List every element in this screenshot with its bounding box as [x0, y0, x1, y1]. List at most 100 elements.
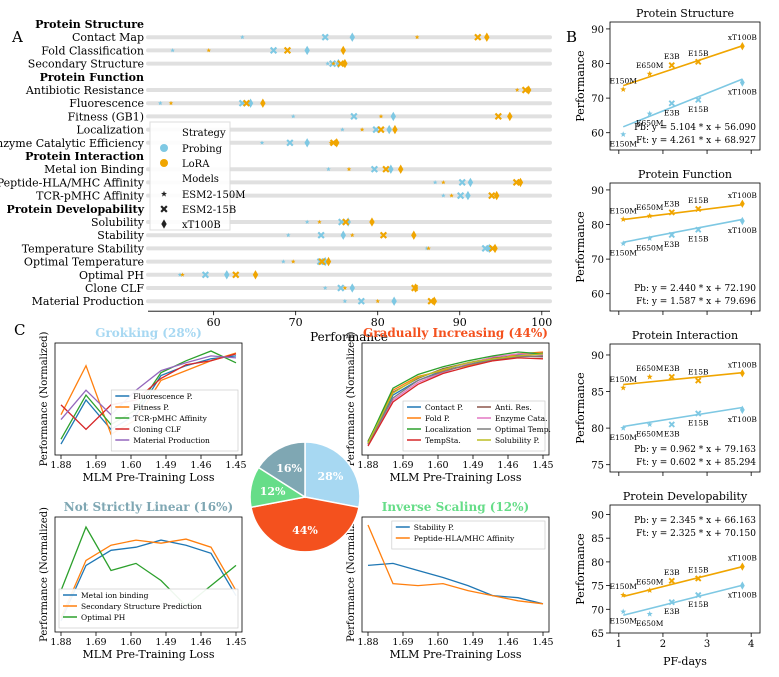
c-xtick-label: 1.45 [532, 460, 553, 471]
b-xtick-label: 4 [748, 639, 754, 650]
a-probing-diamond [388, 164, 394, 174]
b-frame [609, 343, 761, 473]
b-ft-model-label: E3B [664, 364, 680, 373]
b-pb-model-label: E150M [609, 433, 637, 442]
b-ft-model-label: E650M [636, 203, 664, 212]
b-pb-model-label: xT100B [728, 415, 758, 424]
a-lora-diamond [392, 124, 398, 135]
a-lora-star [426, 246, 431, 251]
b-ytick-label: 80 [591, 60, 604, 71]
a-task-label: Fluorescence [69, 97, 144, 110]
c-legend-label: Material Production [133, 436, 210, 445]
a-legend-lora: LoRA [182, 159, 210, 170]
b-ft-point-x [695, 377, 702, 384]
a-lora-diamond [260, 98, 266, 108]
a-lora-x [342, 218, 350, 226]
b-pb-model-label: E150M [609, 617, 637, 626]
b-pb-point-star [620, 131, 627, 137]
c-series-line [367, 524, 544, 605]
b-ft-model-label: E650M [636, 577, 664, 586]
b-ytick-label: 90 [591, 510, 604, 521]
b-pb-fit-line [622, 78, 743, 128]
a-lora-star [350, 232, 355, 238]
b-eq-pb: Pb: y = 2.440 * x + 72.190 [634, 284, 756, 294]
b-ft-model-label: E150M [609, 582, 637, 591]
b-pb-point-diamond [739, 405, 745, 414]
a-probing-x [321, 33, 329, 41]
c-series-line [367, 351, 544, 443]
a-probing-x [481, 244, 489, 252]
a-probing-diamond [349, 283, 355, 293]
c-series-line [60, 353, 237, 431]
c-xtick-label: 1.88 [357, 637, 378, 648]
a-lora-diamond [333, 138, 340, 148]
c-xtick-label: 1.69 [85, 637, 106, 648]
b-ft-point-star [646, 70, 653, 77]
c-ylabel: Performance (Normalized) [346, 507, 357, 642]
c-legend-label: TCR-pMHC Affinity [133, 414, 207, 423]
b-ytick-label: 85 [591, 388, 604, 399]
a-lora-diamond [484, 32, 490, 42]
a-legend-m2-label: ESM2-15B [182, 205, 236, 216]
b-pb-model-label: xT100B [728, 591, 758, 600]
c-pie-label: 16% [276, 462, 302, 475]
c-xtick-label: 1.88 [50, 460, 71, 471]
a-probing-star [325, 61, 330, 66]
a-task-label: Solubility [91, 216, 145, 229]
c-frame [361, 342, 550, 456]
a-lora-star [317, 219, 322, 224]
a-lora-diamond [492, 243, 498, 254]
panel-c: Grokking (28%) 1.88 1.69 1.60 1.49 1.46 1.45 ML… [39, 326, 554, 661]
a-task-label: Localization [76, 124, 144, 137]
a-legend-lora-dot [160, 159, 168, 167]
a-legend-probing-dot [160, 144, 168, 152]
a-legend-box [149, 121, 231, 231]
a-lora-x [377, 126, 385, 134]
b-pb-model-label: E650M [636, 429, 664, 438]
a-lora-star [359, 127, 365, 132]
b-pb-model-label: E3B [664, 108, 680, 117]
c-legend-label: Fitness P. [133, 403, 169, 412]
b-title: Protein Structure [636, 7, 734, 20]
a-group-header: Protein Function [40, 71, 144, 84]
a-lora-x [382, 165, 390, 173]
a-probing-x [316, 258, 324, 266]
c-pie-label: 28% [318, 470, 344, 483]
a-lora-diamond [252, 270, 259, 280]
b-pb-model-label: xT100B [728, 88, 758, 97]
a-lora-x [283, 46, 292, 54]
b-ytick-label: 80 [591, 424, 604, 435]
b-pb-point-star [620, 424, 627, 431]
a-legend-title: Strategy [182, 128, 226, 139]
b-pb-point-star [646, 235, 653, 241]
b-ft-point-x [695, 575, 702, 582]
b-pb-fit-line [623, 218, 743, 244]
b-eq-ft: Ft: y = 0.602 * x + 85.294 [636, 458, 756, 468]
a-lora-diamond [517, 177, 524, 188]
a-lora-star [206, 48, 211, 53]
b-ytick-label: 65 [591, 629, 604, 640]
a-task-label: Temperature Stability [22, 242, 145, 255]
b-pb-model-label: E3B [664, 240, 680, 249]
b-frame [609, 21, 761, 151]
c-pie-slice [257, 441, 306, 499]
b-frame [609, 182, 761, 312]
b-pb-point-star [646, 421, 653, 427]
a-legend-m1-label: ESM2-150M [182, 190, 245, 201]
a-lora-diamond [525, 85, 532, 95]
a-legend-m2-x [160, 205, 168, 213]
c-xtick-label: 1.45 [225, 460, 246, 471]
b-eq-ft: Ft: y = 1.587 * x + 79.696 [636, 297, 756, 307]
b-ft-point-x [668, 209, 675, 216]
b-ft-model-label: E650M [636, 364, 664, 373]
c-series-line [367, 357, 544, 447]
a-xtick-label: 80 [371, 316, 385, 329]
a-task-label: Enzyme Catalytic Efficiency [0, 137, 145, 150]
a-probing-star [240, 34, 245, 40]
b-ft-point-x [668, 577, 675, 585]
a-lora-star [331, 61, 336, 66]
b-pb-model-label: E650M [636, 243, 664, 252]
a-lora-star [290, 259, 296, 264]
a-probing-x [337, 284, 345, 292]
